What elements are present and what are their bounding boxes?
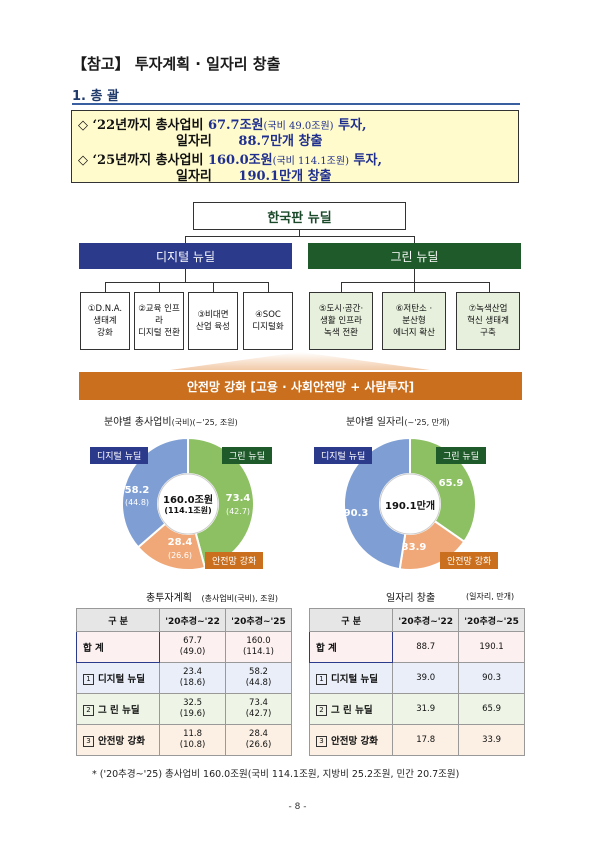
green-item-urban: ⑤도시·공간· 생활 인프라 녹색 전환 — [309, 292, 373, 350]
donut1-green-sub: (42.7) — [225, 507, 251, 516]
connector-line — [185, 236, 186, 243]
connector-line — [268, 282, 269, 292]
connector-line — [414, 269, 415, 282]
digital-item-education: ②교육 인프라 디지털 전환 — [134, 292, 184, 350]
diagram-top-box: 한국판 뉴딜 — [193, 202, 406, 230]
connector-line — [341, 282, 342, 292]
summary-label-budget: 총사업비 — [155, 118, 204, 133]
donut1-tag-digital: 디지털 뉴딜 — [90, 447, 149, 464]
summary-value-budget: 67.7조원 — [207, 118, 264, 133]
donut1-tag-green: 그린 뉴딜 — [222, 447, 272, 464]
connector-line — [213, 282, 214, 292]
summary-label-jobs: 일자리 — [176, 169, 212, 184]
summary-period: ‘22년까지 — [92, 118, 152, 133]
donut1-green-value: 73.4 — [225, 493, 251, 504]
jobs-table: 구 분 '20추경~'22 '20추경~'25 합 계 88.7 190.1 1… — [308, 608, 525, 756]
digital-item-untact: ③비대면 산업 육성 — [188, 292, 238, 350]
budget-table: 구 분 '20추경~'22 '20추경~'25 합 계 67.7 (49.0) 1… — [75, 608, 292, 756]
table-row: 3 안전망 강화 11.8 (10.8) 28.4 (26.6) — [75, 724, 292, 756]
donut1-digital-value: 58.2 — [124, 485, 150, 496]
donut1-tag-safety: 안전망 강화 — [205, 552, 264, 569]
summary-box: ◇ ‘22년까지 총사업비 67.7조원(국비 49.0조원) 투자, 일자리 … — [71, 110, 519, 184]
safety-net-bar: 안전망 강화 [고용 · 사회안전망 + 사람투자] — [79, 372, 522, 400]
section-underline — [72, 103, 520, 105]
summary-tail-budget: 투자, — [338, 118, 367, 133]
green-item-industry: ⑦녹색산업 혁신 생태계 구축 — [456, 292, 520, 350]
summary-label-budget: 총사업비 — [155, 153, 204, 168]
digital-item-soc: ④SOC 디지털화 — [243, 292, 293, 350]
connector-line — [414, 236, 415, 243]
section-title: 1. 총 괄 — [72, 89, 119, 104]
connector-line — [105, 282, 106, 292]
digital-newdeal-head: 디지털 뉴딜 — [79, 243, 292, 269]
table-row: 3 안전망 강화 17.8 33.9 — [308, 724, 525, 756]
summary-tail-budget: 투자, — [353, 153, 382, 168]
table2-title: 일자리 창출 — [386, 593, 436, 604]
table2-unit: (일자리, 만개) — [466, 592, 515, 601]
donut2-digital-value: 90.3 — [343, 508, 369, 519]
summary-row-2025-jobs: 일자리 190.1만개 창출 — [176, 165, 332, 184]
connector-line — [414, 282, 415, 292]
donut2-title: 분야별 일자리(~'25, 만개) — [346, 417, 450, 428]
donut-center — [379, 473, 441, 535]
table1-title: 총투자계획 (총사업비(국비), 조원) — [146, 593, 278, 604]
table-row: 1 디지털 뉴딜 23.4 (18.6) 58.2 (44.8) — [75, 662, 292, 694]
summary-paren-budget: (국비 114.1조원) — [272, 156, 349, 167]
digital-item-dna: ①D.N.A. 생태계 강화 — [80, 292, 130, 350]
page-number: - 8 - — [288, 802, 307, 812]
summary-row-2022-jobs: 일자리 88.7만개 창출 — [176, 130, 322, 149]
donut2-tag-green: 그린 뉴딜 — [436, 447, 486, 464]
summary-row-2025: ◇ ‘25년까지 총사업비 160.0조원(국비 114.1조원) 투자, — [78, 149, 382, 168]
summary-tail-jobs: 창출 — [298, 134, 323, 149]
diamond-bullet-icon: ◇ — [78, 153, 88, 168]
donut1-title: 분야별 총사업비(국비)(~'25, 조원) — [104, 417, 238, 428]
donut2-center-main: 190.1만개 — [384, 501, 436, 512]
page-heading: 【참고】 투자계획 · 일자리 창출 — [72, 55, 281, 73]
donut2-tag-digital: 디지털 뉴딜 — [314, 447, 373, 464]
summary-period: ‘25년까지 — [92, 153, 152, 168]
donut2-green-value: 65.9 — [438, 478, 464, 489]
donut2-tag-safety: 안전망 강화 — [440, 552, 499, 569]
up-arrow-shape — [170, 352, 430, 370]
green-newdeal-head: 그린 뉴딜 — [308, 243, 521, 269]
summary-value-budget: 160.0조원 — [207, 153, 273, 168]
donut1-digital-sub: (44.8) — [124, 498, 150, 507]
donut2-safety-value: 33.9 — [401, 542, 427, 553]
summary-paren-budget: (국비 49.0조원) — [263, 121, 334, 132]
connector-line — [159, 282, 160, 292]
table-row: 1 디지털 뉴딜 39.0 90.3 — [308, 662, 525, 694]
connector-line — [489, 282, 490, 292]
donut1-center-main: 160.0조원 — [162, 495, 214, 506]
footnote: * ('20추경~'25) 총사업비 160.0조원(국비 114.1조원, 지… — [92, 769, 460, 780]
connector-line — [299, 230, 300, 237]
donut-center — [157, 473, 219, 535]
connector-line — [105, 282, 268, 283]
table-header-row: 구 분 '20추경~'22 '20추경~'25 — [308, 608, 525, 632]
connector-line — [185, 269, 186, 282]
summary-row-2022: ◇ ‘22년까지 총사업비 67.7조원(국비 49.0조원) 투자, — [78, 114, 367, 133]
table-header-row: 구 분 '20추경~'22 '20추경~'25 — [75, 608, 292, 632]
budget-donut-chart — [121, 436, 255, 571]
connector-line — [185, 236, 415, 237]
summary-value-jobs: 190.1만개 — [238, 169, 304, 184]
summary-value-jobs: 88.7만개 — [238, 134, 295, 149]
table-row: 합 계 67.7 (49.0) 160.0 (114.1) — [75, 631, 292, 663]
summary-tail-jobs: 창출 — [307, 169, 332, 184]
connector-line — [341, 282, 489, 283]
summary-label-jobs: 일자리 — [176, 134, 212, 149]
table-row: 합 계 88.7 190.1 — [308, 631, 525, 663]
donut1-safety-sub: (26.6) — [167, 551, 193, 560]
diamond-bullet-icon: ◇ — [78, 118, 88, 133]
donut1-safety-value: 28.4 — [167, 537, 193, 548]
green-item-energy: ⑥저탄소 · 분산형 에너지 확산 — [382, 292, 446, 350]
donut1-center-sub: (114.1조원) — [164, 506, 212, 515]
